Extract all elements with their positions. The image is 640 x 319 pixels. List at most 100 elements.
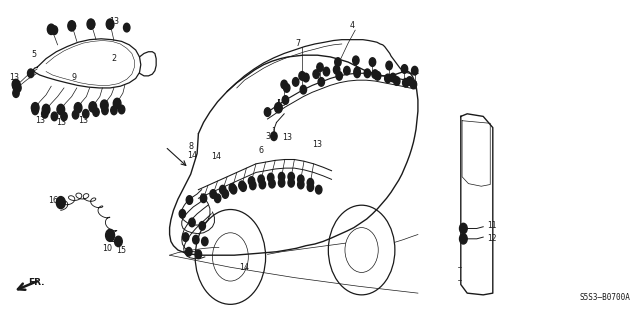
Circle shape [13, 89, 19, 97]
Circle shape [210, 190, 216, 198]
Circle shape [317, 63, 323, 71]
Circle shape [32, 106, 38, 115]
Circle shape [13, 81, 20, 91]
Circle shape [200, 194, 207, 203]
Text: 4: 4 [349, 21, 355, 30]
Circle shape [239, 181, 245, 190]
Circle shape [353, 56, 359, 65]
Text: 13: 13 [9, 73, 19, 82]
Circle shape [298, 180, 304, 189]
Circle shape [288, 178, 294, 187]
Circle shape [229, 184, 236, 192]
Circle shape [195, 250, 202, 259]
Circle shape [83, 109, 89, 118]
Text: 7: 7 [295, 39, 300, 48]
Circle shape [89, 102, 97, 112]
Circle shape [390, 73, 396, 82]
Text: 14: 14 [239, 263, 250, 272]
Circle shape [115, 236, 122, 247]
Circle shape [406, 77, 413, 85]
Circle shape [344, 66, 350, 75]
Circle shape [401, 65, 408, 73]
Text: 9: 9 [71, 73, 76, 82]
Circle shape [107, 20, 113, 28]
Circle shape [74, 103, 82, 113]
Circle shape [316, 185, 322, 194]
Circle shape [313, 70, 319, 78]
Text: 5: 5 [31, 50, 36, 59]
Circle shape [61, 112, 67, 121]
Circle shape [102, 106, 108, 115]
Circle shape [278, 178, 285, 187]
Circle shape [250, 181, 256, 190]
Circle shape [42, 109, 48, 118]
Circle shape [372, 70, 378, 78]
Circle shape [307, 183, 314, 191]
Circle shape [264, 108, 271, 116]
Text: 16: 16 [48, 196, 58, 204]
Circle shape [47, 24, 55, 34]
Circle shape [460, 234, 467, 244]
Circle shape [118, 105, 125, 114]
Circle shape [300, 85, 307, 94]
Text: 6: 6 [259, 146, 264, 155]
Text: FR.: FR. [28, 278, 45, 287]
Circle shape [220, 185, 226, 194]
Text: 14: 14 [211, 152, 221, 161]
Text: 2: 2 [111, 54, 116, 63]
Circle shape [179, 210, 186, 218]
Circle shape [106, 229, 115, 241]
Circle shape [386, 61, 392, 70]
Circle shape [292, 78, 299, 86]
Circle shape [259, 180, 266, 189]
Circle shape [51, 26, 58, 34]
Circle shape [374, 71, 381, 80]
Circle shape [51, 112, 58, 121]
Circle shape [385, 74, 391, 83]
Circle shape [410, 80, 417, 89]
Circle shape [69, 22, 76, 30]
Text: 14: 14 [187, 151, 197, 160]
Circle shape [284, 84, 290, 92]
Circle shape [202, 237, 208, 246]
Circle shape [258, 175, 264, 184]
Circle shape [298, 175, 304, 184]
Circle shape [214, 194, 221, 203]
Circle shape [222, 190, 228, 198]
Text: 13: 13 [109, 17, 119, 26]
Circle shape [354, 67, 360, 76]
Circle shape [288, 173, 294, 181]
Text: 13: 13 [282, 133, 292, 143]
Circle shape [68, 21, 76, 31]
Circle shape [93, 108, 99, 116]
Text: 3: 3 [265, 132, 270, 141]
Circle shape [333, 65, 340, 74]
Circle shape [56, 197, 65, 209]
Circle shape [186, 248, 192, 256]
Circle shape [335, 58, 341, 66]
Circle shape [72, 110, 79, 119]
Circle shape [87, 19, 95, 29]
Circle shape [318, 78, 324, 86]
Circle shape [403, 78, 409, 87]
Circle shape [354, 69, 360, 78]
Circle shape [15, 84, 21, 92]
Circle shape [186, 196, 193, 204]
Circle shape [336, 71, 342, 80]
Circle shape [199, 222, 205, 230]
Text: S5S3–B0700A: S5S3–B0700A [580, 293, 630, 302]
Circle shape [31, 103, 39, 113]
Circle shape [193, 235, 199, 244]
Text: 13: 13 [312, 140, 322, 149]
Text: 13: 13 [35, 116, 45, 125]
Circle shape [268, 173, 274, 182]
Circle shape [182, 233, 189, 241]
Circle shape [364, 69, 371, 78]
Circle shape [230, 185, 237, 194]
Circle shape [12, 79, 20, 90]
Circle shape [275, 103, 282, 113]
Circle shape [460, 223, 467, 234]
Circle shape [111, 106, 117, 115]
Circle shape [57, 104, 65, 115]
Text: 13: 13 [56, 118, 66, 127]
